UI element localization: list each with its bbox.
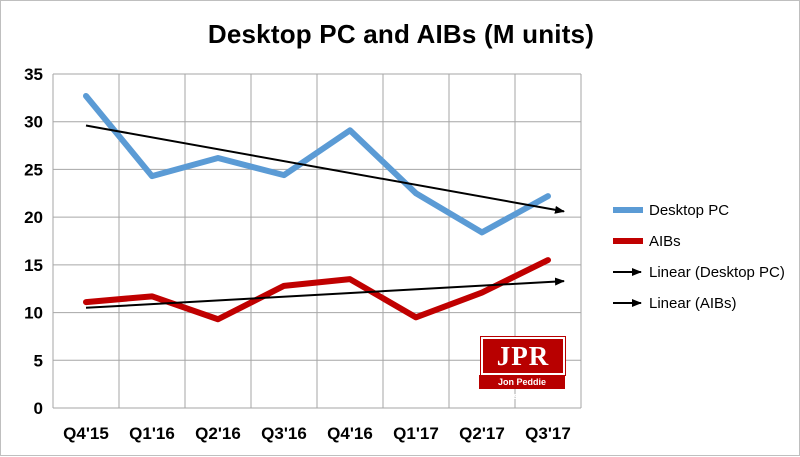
data-point (546, 258, 550, 263)
series-line-desktop-pc (83, 92, 551, 236)
data-point (150, 294, 154, 299)
data-point (546, 194, 550, 199)
x-tick-label: Q3'16 (261, 424, 307, 443)
y-tick-label: 20 (24, 208, 43, 227)
legend-aibs-label: AIBs (649, 233, 681, 250)
data-point (282, 283, 286, 288)
data-point (84, 93, 88, 98)
x-tick-label: Q4'15 (63, 424, 109, 443)
x-tick-label: Q2'17 (459, 424, 505, 443)
x-tick-label: Q3'17 (525, 424, 571, 443)
y-tick-label: 0 (34, 399, 43, 418)
legend-linear-desktop-pc-label: Linear (Desktop PC) (649, 264, 785, 281)
legend-desktop-pc-label: Desktop PC (649, 202, 729, 219)
data-point (216, 317, 220, 322)
x-tick-label: Q1'17 (393, 424, 439, 443)
chart-title: Desktop PC and AIBs (M units) (207, 19, 595, 49)
data-point (480, 230, 484, 235)
y-tick-label: 25 (24, 160, 43, 179)
data-point (414, 191, 418, 196)
x-tick-label: Q2'16 (195, 424, 241, 443)
data-point (216, 155, 220, 160)
jpr-logo-subtext: Jon Peddie Research (479, 375, 565, 401)
y-tick-label: 35 (24, 65, 43, 84)
data-point (414, 315, 418, 320)
data-point (348, 128, 352, 133)
data-point (282, 173, 286, 178)
data-point (150, 174, 154, 179)
y-tick-label: 5 (34, 351, 43, 370)
y-tick-label: 10 (24, 304, 43, 323)
series-line-aibs (83, 257, 551, 323)
trendline-aibs (85, 277, 565, 309)
data-point (348, 277, 352, 282)
y-tick-label: 15 (24, 256, 43, 275)
data-point (480, 290, 484, 295)
trendline-desktop-pc (85, 124, 565, 214)
x-tick-label: Q1'16 (129, 424, 175, 443)
x-tick-label: Q4'16 (327, 424, 373, 443)
jpr-logo: JPR (481, 337, 565, 375)
legend-linear-aibs-label: Linear (AIBs) (649, 295, 737, 312)
data-point (84, 300, 88, 305)
y-tick-label: 30 (24, 113, 43, 132)
